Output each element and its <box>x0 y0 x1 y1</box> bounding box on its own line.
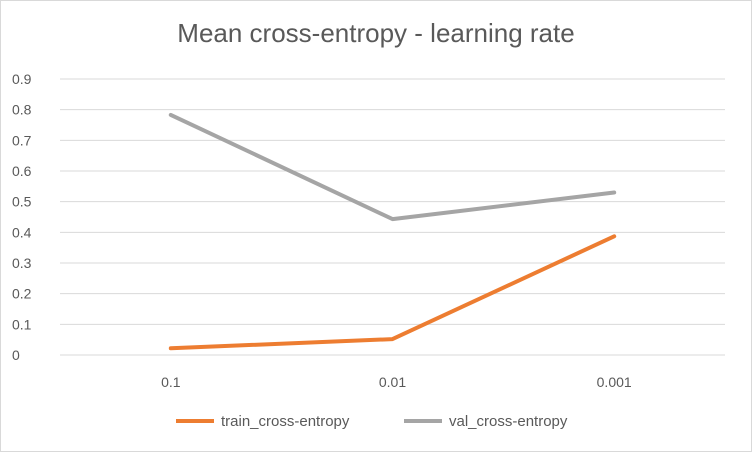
legend-label-val_cross-entropy: val_cross-entropy <box>449 413 568 430</box>
y-tick-label: 0.6 <box>12 163 32 179</box>
data-point-train_cross-entropy-1 <box>392 338 393 340</box>
y-tick-label: 0.9 <box>12 71 32 87</box>
x-tick-label: 0.01 <box>379 374 406 390</box>
y-tick-label: 0 <box>12 347 20 363</box>
series-line-val_cross-entropy <box>168 112 617 222</box>
y-tick-label: 0.3 <box>12 255 32 271</box>
gridlines <box>60 78 725 356</box>
x-axis-ticks: 0.1 0.01 0.001 <box>161 374 632 390</box>
x-tick-label: 0.001 <box>597 374 632 390</box>
x-tick-label: 0.1 <box>161 374 181 390</box>
data-point-val_cross-entropy-2 <box>613 191 615 193</box>
chart-title: Mean cross-entropy - learning rate <box>177 18 575 48</box>
y-axis-ticks: 0 0.1 0.2 0.3 0.4 0.5 0.6 0.7 0.8 0.9 <box>12 71 32 363</box>
y-tick-label: 0.5 <box>12 194 32 210</box>
y-tick-label: 0.8 <box>12 102 32 118</box>
series-line-train_cross-entropy <box>168 234 617 351</box>
data-point-val_cross-entropy-0 <box>170 114 172 116</box>
y-tick-label: 0.7 <box>12 132 32 148</box>
y-tick-label: 0.1 <box>12 316 32 332</box>
data-point-val_cross-entropy-1 <box>392 218 393 220</box>
data-point-train_cross-entropy-0 <box>170 347 172 349</box>
y-tick-label: 0.2 <box>12 286 32 302</box>
y-tick-label: 0.4 <box>12 224 32 240</box>
legend: train_cross-entropy val_cross-entropy <box>176 413 568 430</box>
series-lines <box>168 112 617 351</box>
data-point-train_cross-entropy-2 <box>613 235 615 237</box>
legend-label-train_cross-entropy: train_cross-entropy <box>221 413 350 430</box>
